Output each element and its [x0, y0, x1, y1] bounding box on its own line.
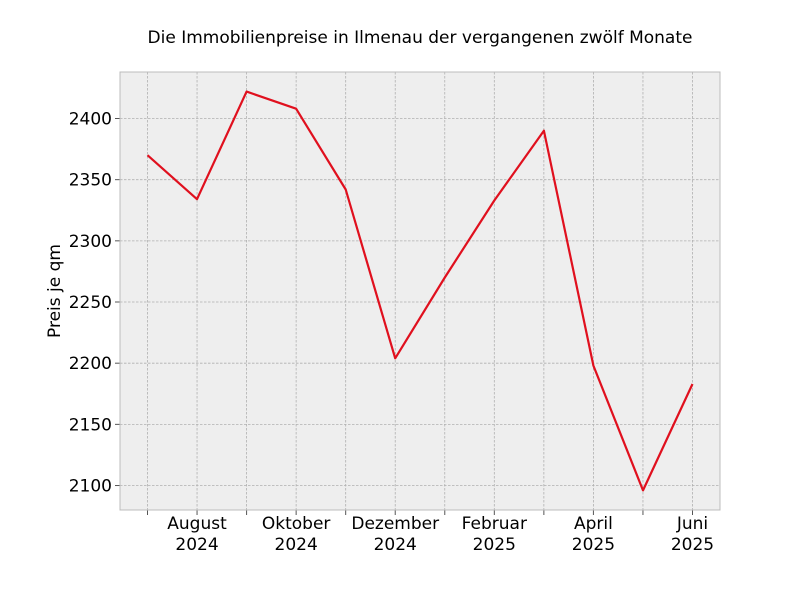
x-tick-label-year: 2025: [671, 535, 714, 555]
x-tick-label-month: Oktober: [262, 514, 331, 534]
y-tick-label: 2250: [69, 293, 112, 313]
x-tick-label-year: 2025: [572, 535, 615, 555]
y-tick-label: 2400: [69, 109, 112, 129]
plot-area: [120, 72, 720, 510]
chart-title: Die Immobilienpreise in Ilmenau der verg…: [148, 28, 693, 48]
x-tick-label-year: 2024: [175, 535, 218, 555]
x-tick-label-month: August: [167, 514, 227, 534]
y-tick-label: 2100: [69, 477, 112, 497]
y-tick-label: 2300: [69, 232, 112, 252]
x-tick-label-month: April: [574, 514, 613, 534]
y-tick-label: 2200: [69, 354, 112, 374]
x-tick-label-year: 2024: [374, 535, 417, 555]
y-tick-label: 2350: [69, 171, 112, 191]
y-axis-label: Preis je qm: [45, 244, 65, 338]
y-tick-label: 2150: [69, 415, 112, 435]
x-tick-label-month: Dezember: [351, 514, 439, 534]
x-tick-label-month: Juni: [676, 514, 708, 534]
x-tick-label-year: 2025: [473, 535, 516, 555]
x-tick-label-year: 2024: [275, 535, 318, 555]
x-tick-label-month: Februar: [462, 514, 527, 534]
